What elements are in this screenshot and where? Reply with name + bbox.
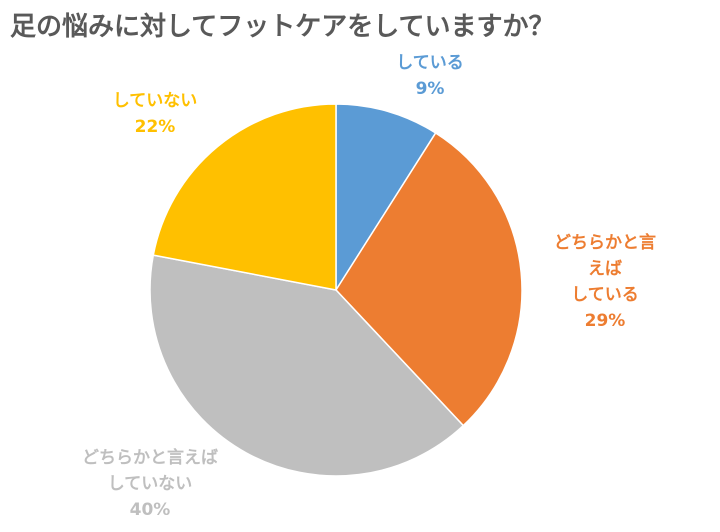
value-label: 22% — [134, 117, 176, 137]
category-label: していない — [112, 91, 198, 111]
slice-label: している 9% — [396, 50, 464, 102]
value-label: 9% — [415, 79, 445, 99]
pie-slice — [149, 254, 465, 477]
value-label: 29% — [584, 311, 626, 331]
chart-title: 足の悩みに対してフットケアをしていますか？ — [10, 12, 555, 42]
slice-label: どちらかと言えば していない 40% — [82, 445, 218, 523]
value-label: 40% — [129, 500, 171, 520]
category-label: どちらかと言えば している — [554, 233, 656, 305]
slice-label: していない 22% — [113, 88, 198, 140]
pie-slice — [335, 103, 437, 293]
pie-slice — [152, 103, 337, 291]
pie-slice — [335, 131, 523, 427]
slice-label: どちらかと言えば している 29% — [548, 230, 663, 334]
category-label: どちらかと言えば していない — [82, 448, 218, 494]
category-label: している — [396, 53, 464, 73]
